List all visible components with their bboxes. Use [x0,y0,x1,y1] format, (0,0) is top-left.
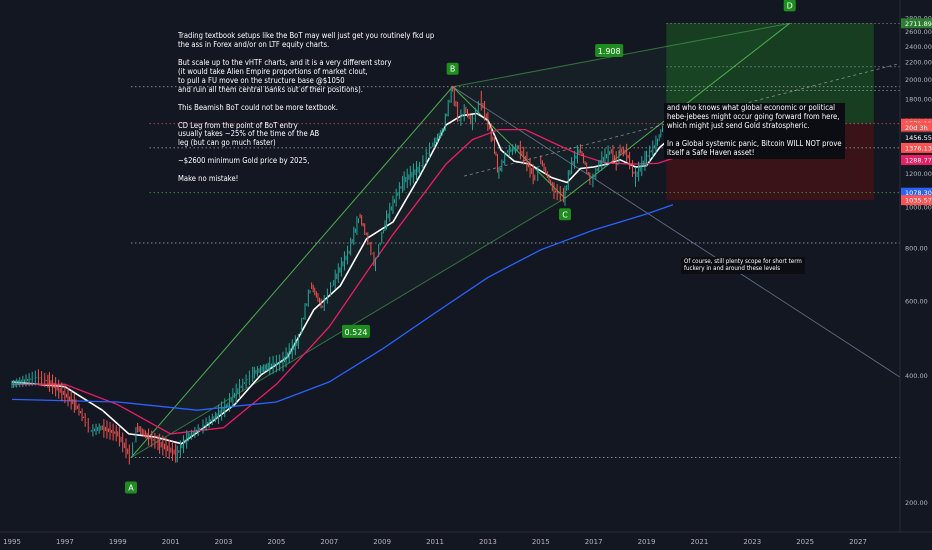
price-tag [901,18,932,29]
price-tag [901,195,932,206]
x-tick-label: 2003 [215,538,233,546]
x-tick-label: 2009 [373,538,391,546]
x-tick-label: 2019 [638,538,656,546]
price-tag-label: 2711.89 [905,20,932,28]
y-tick-label: 600.00 [905,297,928,305]
y-tick-label: 2400.00 [905,43,932,51]
x-tick-label: 1995 [3,538,21,546]
x-tick-label: 2021 [690,538,708,546]
pattern-leg-bc [452,86,566,199]
y-tick-label: 800.00 [905,245,928,253]
y-tick-label: 2000.00 [905,76,932,84]
x-tick-label: 2005 [267,538,285,546]
annotation-right: and who knows what global economic or po… [664,103,845,159]
x-tick-label: 1997 [56,538,74,546]
price-tag-label: 1078.30 [905,189,932,197]
price-tag-label: 1035.57 [905,197,932,205]
price-tag-label: 1288.77 [905,156,932,164]
pattern-point-label: A [128,484,134,493]
x-tick-label: 2001 [162,538,180,546]
price-tag [901,122,932,133]
y-axis-panel [900,0,932,550]
price-tag-label: 20d 3h [905,124,928,132]
ratio-label: 1.908 [598,47,621,56]
y-tick-label: 2200.00 [905,59,932,67]
annotation-left: Trading textbook setups like the BoT may… [178,31,435,184]
ratio-label: 0.524 [345,328,368,337]
x-tick-label: 1999 [109,538,127,546]
price-tag [901,154,932,165]
ratio-box [595,44,624,58]
x-tick-label: 2023 [743,538,761,546]
y-tick-label: 200.00 [905,499,928,507]
pattern-leg-ab [130,86,454,458]
x-tick-label: 2015 [532,538,550,546]
pattern-fill-bcd [452,23,790,199]
y-tick-label: 1000.00 [905,204,932,212]
price-tag [901,132,932,143]
y-tick-label: 2600.00 [905,28,932,36]
ma-line-2 [11,204,674,411]
pattern-point-marker [558,208,571,221]
pattern-point-marker [124,481,137,494]
x-tick-label: 2013 [479,538,497,546]
x-tick-label: 2011 [426,538,444,546]
trend-line-down [452,86,901,378]
price-tag-label: 1376.13 [905,144,932,152]
y-tick-label: 400.00 [905,372,928,380]
pattern-point-label: C [562,210,568,219]
pattern-point-marker [783,0,796,12]
price-tag [901,187,932,198]
x-tick-label: 2017 [585,538,603,546]
pattern-point-label: D [787,1,793,10]
ma-line-0 [11,112,674,445]
ratio-box [341,324,370,338]
pattern-point-label: B [450,65,456,74]
price-tag-label: 1456.55 [905,134,932,142]
price-tag [901,142,932,153]
y-tick-label: 1200.00 [905,170,932,178]
y-tick-label: 1800.00 [905,96,932,104]
pattern-point-marker [446,62,459,75]
annotation-small: Of course, still plenty scope for short … [681,257,805,274]
x-tick-label: 2027 [849,538,867,546]
x-tick-label: 2025 [796,538,814,546]
x-tick-label: 2007 [320,538,338,546]
